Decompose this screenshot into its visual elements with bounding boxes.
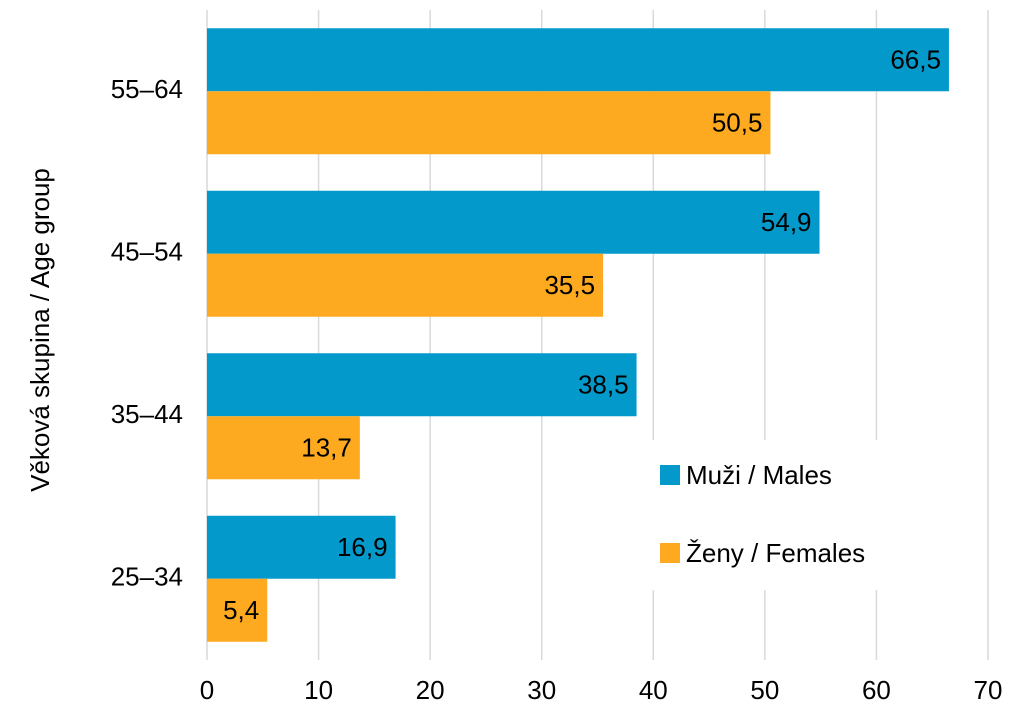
bar [207, 416, 360, 480]
y-tick-label: 35–44 [111, 399, 183, 429]
y-tick-label: 55–64 [111, 74, 183, 104]
bar [207, 353, 637, 417]
legend-swatch [660, 465, 680, 485]
x-tick-label: 30 [527, 675, 556, 705]
value-label: 13,7 [301, 433, 352, 463]
bar [207, 253, 604, 317]
bar [207, 28, 949, 92]
legend-label: Muži / Males [686, 460, 832, 490]
y-tick-label: 25–34 [111, 562, 183, 592]
bar [207, 515, 396, 579]
bar [207, 91, 771, 155]
x-tick-label: 50 [750, 675, 779, 705]
bar [207, 190, 820, 254]
x-tick-label: 0 [200, 675, 214, 705]
value-label: 38,5 [578, 370, 629, 400]
x-tick-label: 20 [416, 675, 445, 705]
bar [207, 578, 268, 642]
legend-label: Ženy / Females [686, 538, 865, 568]
value-label: 16,9 [337, 532, 388, 562]
legend-swatch [660, 543, 680, 563]
y-tick-label: 45–54 [111, 237, 183, 267]
value-label: 35,5 [544, 270, 595, 300]
x-tick-label: 10 [304, 675, 333, 705]
value-label: 5,4 [223, 595, 259, 625]
y-axis-label: Věková skupina / Age group [25, 168, 55, 492]
value-label: 54,9 [761, 207, 812, 237]
x-tick-label: 70 [974, 675, 1003, 705]
x-tick-label: 40 [639, 675, 668, 705]
legend-box [645, 440, 935, 590]
x-tick-label: 60 [862, 675, 891, 705]
value-label: 50,5 [712, 108, 763, 138]
value-label: 66,5 [890, 45, 941, 75]
